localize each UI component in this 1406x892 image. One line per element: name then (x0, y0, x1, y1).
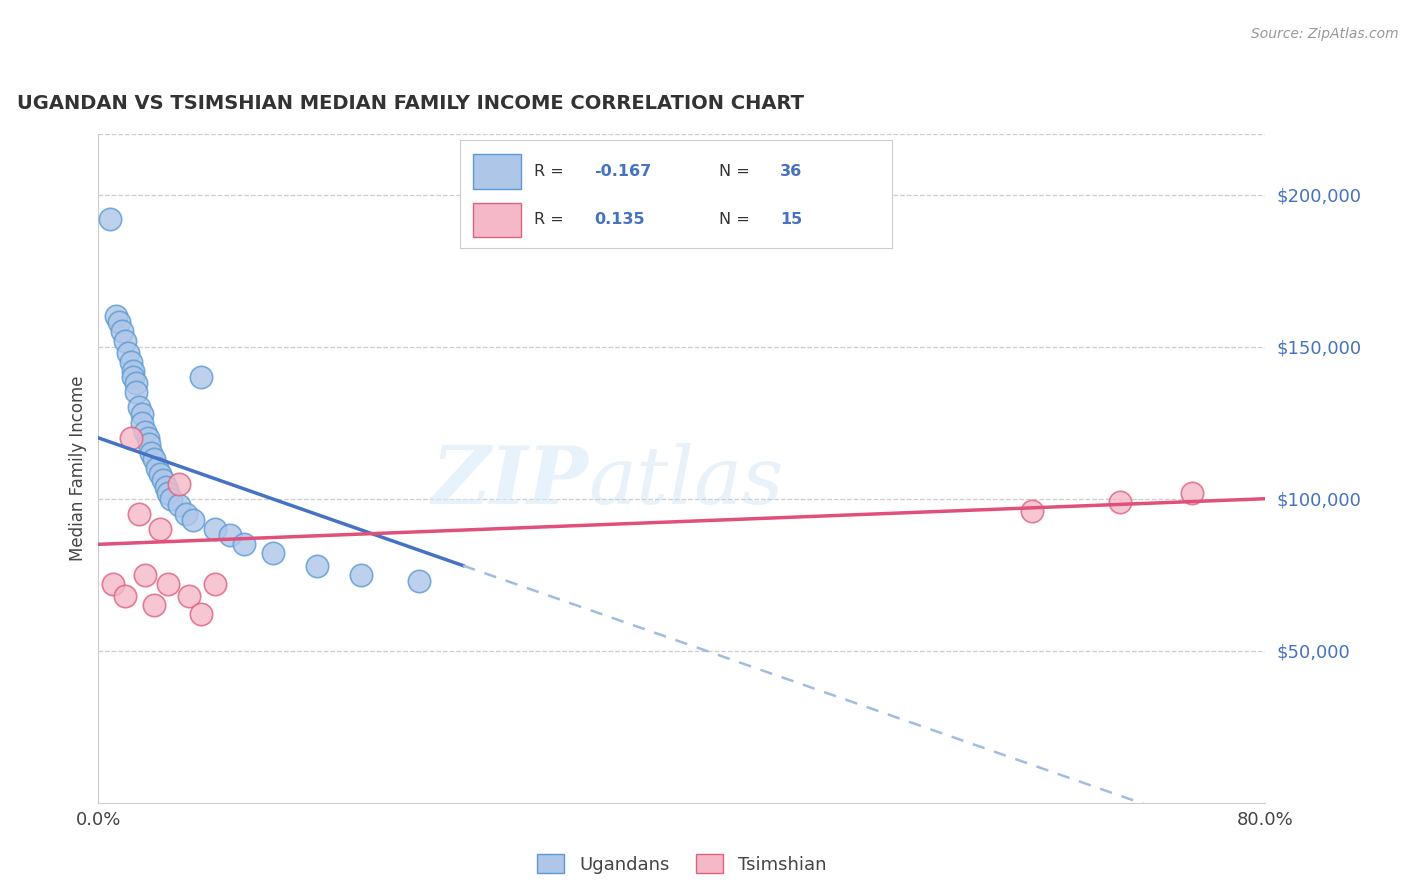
Point (125, 376, 148, 391)
Point (157, 485, 180, 500)
Point (190, 607, 212, 622)
Point (149, 522, 172, 536)
Point (114, 589, 136, 603)
Point (131, 416, 153, 430)
Point (120, 431, 142, 445)
Text: atlas: atlas (589, 443, 785, 520)
Point (125, 385, 148, 400)
Point (262, 546, 284, 560)
Text: UGANDAN VS TSIMSHIAN MEDIAN FAMILY INCOME CORRELATION CHART: UGANDAN VS TSIMSHIAN MEDIAN FAMILY INCOM… (17, 94, 804, 112)
Point (134, 567, 156, 582)
Point (139, 446, 162, 460)
Point (111, 325, 134, 339)
Point (218, 528, 240, 542)
Point (408, 574, 430, 588)
Point (174, 507, 197, 521)
Point (350, 567, 373, 582)
Point (152, 474, 174, 488)
Point (128, 507, 150, 521)
Point (177, 589, 200, 603)
Point (142, 598, 165, 612)
Point (120, 355, 142, 369)
Point (136, 431, 159, 445)
Point (138, 437, 160, 451)
Point (122, 364, 145, 378)
Point (1181, 485, 1204, 500)
Point (134, 425, 156, 439)
Point (117, 345, 139, 359)
Point (98, 211, 121, 226)
Point (149, 467, 172, 482)
Point (160, 491, 183, 506)
Point (146, 461, 169, 475)
Point (167, 476, 190, 491)
Point (122, 370, 145, 384)
Legend: Ugandans, Tsimshian: Ugandans, Tsimshian (530, 847, 834, 880)
Point (104, 310, 127, 324)
Point (167, 498, 190, 512)
Point (204, 577, 226, 591)
Point (101, 577, 124, 591)
Point (157, 577, 180, 591)
Point (155, 479, 177, 493)
Y-axis label: Median Family Income: Median Family Income (69, 376, 87, 561)
Text: Source: ZipAtlas.com: Source: ZipAtlas.com (1251, 27, 1399, 41)
Point (131, 407, 153, 421)
Point (114, 334, 136, 348)
Point (1108, 494, 1130, 508)
Point (307, 558, 329, 573)
Point (142, 452, 165, 467)
Text: ZIP: ZIP (432, 443, 589, 520)
Point (1021, 504, 1043, 518)
Point (190, 370, 212, 384)
Point (233, 537, 256, 551)
Point (128, 401, 150, 415)
Point (108, 315, 131, 329)
Point (181, 513, 204, 527)
Point (204, 522, 226, 536)
